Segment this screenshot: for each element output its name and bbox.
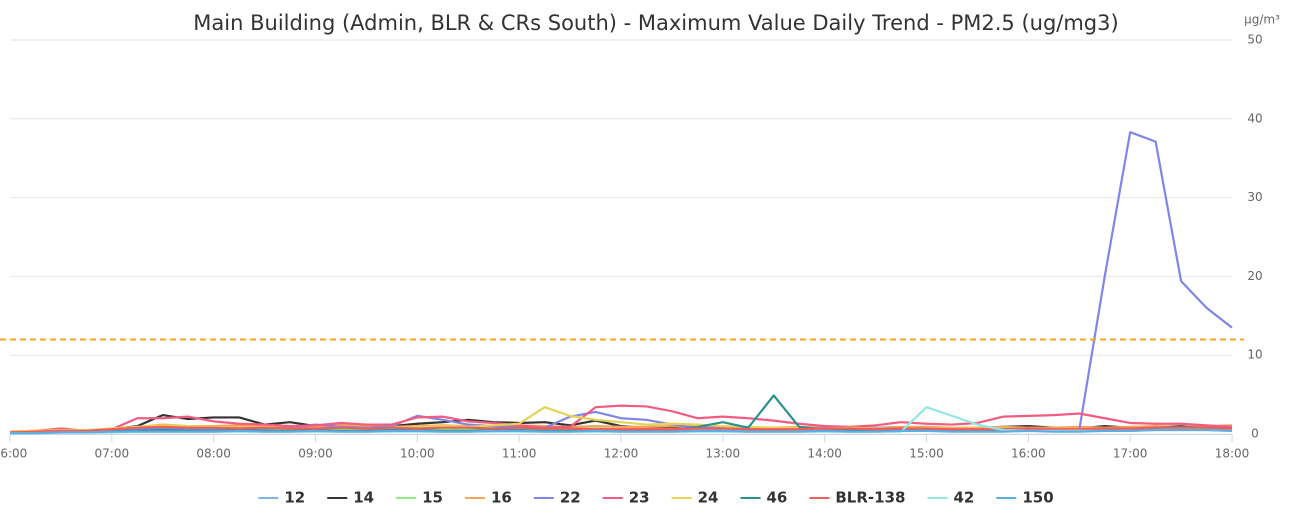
- legend-label: 22: [560, 489, 581, 507]
- chart-title: Main Building (Admin, BLR & CRs South) -…: [193, 11, 1118, 35]
- legend-label: 15: [422, 489, 443, 507]
- legend-label: 24: [698, 489, 719, 507]
- x-tick-label: 11:00: [502, 447, 537, 461]
- legend-label: 23: [629, 489, 650, 507]
- series-line: [10, 428, 1233, 435]
- x-tick-label: 09:00: [298, 447, 333, 461]
- series-line: [9, 425, 1233, 434]
- x-tick-label: 06:00: [0, 447, 27, 461]
- x-tick-label: 16:00: [1011, 447, 1046, 461]
- legend-label: BLR-138: [835, 489, 905, 507]
- y-tick-label: 30: [1247, 190, 1262, 204]
- x-tick-label: 07:00: [95, 447, 130, 461]
- x-tick-label: 17:00: [1113, 447, 1148, 461]
- y-tick-label: 10: [1247, 348, 1262, 362]
- y-axis-unit: µg/m³: [1244, 13, 1280, 27]
- x-tick-label: 14:00: [807, 447, 842, 461]
- series-line: [9, 131, 1233, 434]
- legend-label: 14: [353, 489, 374, 507]
- x-tick-label: 18:00: [1215, 447, 1250, 461]
- x-tick-label: 13:00: [706, 447, 741, 461]
- x-tick-label: 15:00: [909, 447, 944, 461]
- legend-label: 42: [953, 489, 974, 507]
- legend-label: 12: [284, 489, 305, 507]
- x-tick-label: 10:00: [400, 447, 435, 461]
- series-line: [9, 404, 1233, 433]
- y-tick-label: 20: [1247, 269, 1262, 283]
- y-tick-label: 50: [1247, 33, 1262, 47]
- legend-label: 16: [491, 489, 512, 507]
- y-tick-label: 40: [1247, 111, 1262, 125]
- legend-label: 150: [1022, 489, 1053, 507]
- y-tick-label: 0: [1251, 427, 1259, 441]
- x-tick-label: 12:00: [604, 447, 639, 461]
- x-tick-label: 08:00: [196, 447, 231, 461]
- legend: 12 14 15 16 22 23 24 46 BLR-138 42 150: [258, 489, 1054, 507]
- legend-label: 46: [766, 489, 787, 507]
